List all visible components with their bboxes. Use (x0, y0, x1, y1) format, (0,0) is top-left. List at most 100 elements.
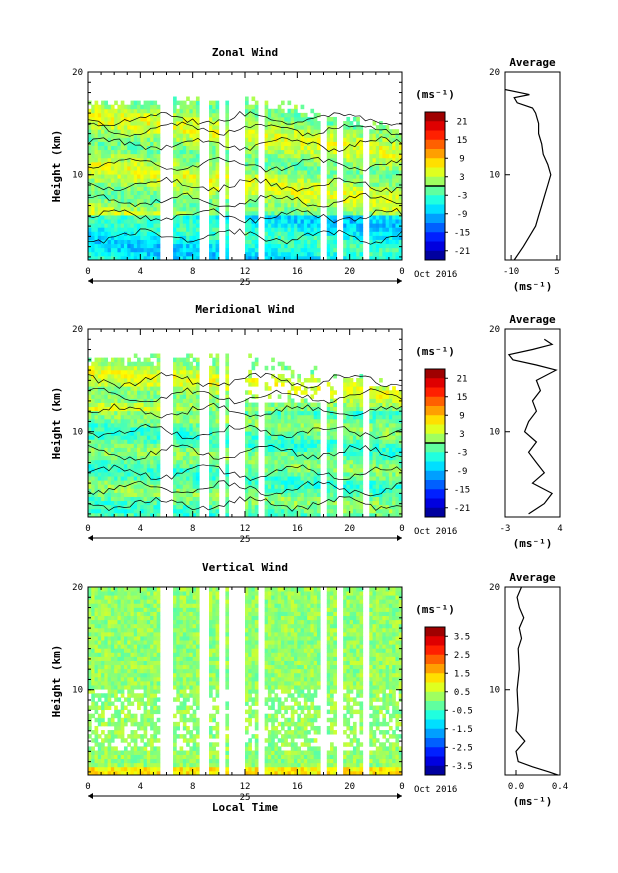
heatmap-cell (245, 435, 249, 440)
heatmap-cell (356, 133, 360, 138)
heatmap-cell (88, 406, 92, 412)
heatmap-cell (192, 467, 197, 473)
heatmap-cell (297, 121, 301, 126)
heatmap-cell (392, 145, 396, 151)
heatmap-cell (101, 210, 105, 216)
heatmap-cell (189, 365, 194, 371)
heatmap-cell (127, 382, 131, 387)
heatmap-cell (110, 251, 115, 257)
heatmap-cell (91, 129, 95, 134)
heatmap-cell (127, 418, 131, 424)
heatmap-cell (395, 129, 400, 134)
heatmap-cell (104, 215, 109, 220)
heatmap-cell (333, 459, 337, 465)
heatmap-cell (97, 451, 102, 457)
heatmap-cell (88, 178, 92, 183)
heatmap-cell (117, 215, 122, 220)
heatmap-cell (179, 100, 184, 106)
heatmap-cell (346, 255, 351, 261)
heatmap-cell (97, 251, 102, 257)
heatmap-cell (137, 373, 141, 379)
heatmap-cell (333, 418, 337, 424)
heatmap-cell (280, 235, 285, 240)
heatmap-cell (192, 137, 197, 142)
heatmap-cell (156, 365, 161, 371)
heatmap-cell (182, 186, 187, 191)
heatmap-cell (140, 178, 144, 183)
heatmap-cell (333, 210, 337, 216)
heatmap-cell (245, 235, 249, 240)
heatmap-cell (385, 145, 390, 151)
heatmap-cell (297, 480, 301, 485)
heatmap-cell (392, 255, 396, 261)
heatmap-cell (280, 202, 285, 208)
heatmap-cell (94, 414, 99, 420)
heatmap-cell (176, 443, 180, 448)
heatmap-cell (101, 373, 105, 379)
heatmap-cell (287, 402, 292, 408)
heatmap-cell (330, 239, 334, 245)
heatmap-cell (313, 227, 318, 232)
heatmap-cell (330, 500, 334, 506)
heatmap-cell (120, 161, 125, 167)
heatmap-cell (303, 406, 308, 412)
heatmap-cell (245, 206, 249, 212)
heatmap-cell (186, 251, 190, 257)
heatmap-cell (209, 373, 213, 379)
heatmap-cell (297, 472, 301, 477)
heatmap-cell (143, 206, 148, 212)
heatmap-cell (316, 223, 321, 228)
heatmap-cell (209, 194, 213, 200)
heatmap-cell (264, 137, 269, 142)
heatmap-cell (137, 451, 141, 457)
heatmap-cell (369, 198, 373, 204)
heatmap-cell (140, 206, 144, 212)
heatmap-cell (120, 365, 125, 371)
heatmap-cell (280, 133, 285, 138)
heatmap-cell (280, 247, 285, 253)
heatmap-cell (110, 476, 115, 481)
heatmap-cell (313, 459, 318, 465)
heatmap-cell (343, 472, 347, 477)
heatmap-cell (110, 451, 115, 457)
heatmap-cell (284, 500, 288, 506)
heatmap-cell (143, 410, 148, 416)
heatmap-cell (287, 463, 292, 469)
heatmap-cell (294, 463, 298, 469)
heatmap-cell (369, 137, 373, 142)
heatmap-cell (369, 255, 373, 261)
heatmap-cell (153, 467, 158, 473)
heatmap-cell (316, 451, 321, 457)
heatmap-cell (127, 508, 131, 514)
heatmap-cell (316, 133, 321, 138)
heatmap-cell (392, 243, 396, 249)
heatmap-cell (254, 108, 259, 114)
heatmap-cell (267, 243, 272, 249)
heatmap-cell (369, 223, 373, 228)
heatmap-cell (212, 227, 216, 232)
heatmap-cell (123, 365, 128, 371)
heatmap-cell (107, 410, 112, 416)
heatmap-cell (245, 198, 249, 204)
heatmap-cell (156, 170, 161, 175)
heatmap-cell (94, 365, 99, 371)
heatmap-cell (326, 186, 331, 191)
heatmap-cell (284, 178, 288, 183)
heatmap-cell (290, 406, 295, 412)
heatmap-cell (264, 443, 269, 448)
heatmap-cell (182, 447, 187, 453)
heatmap-cell (127, 365, 131, 371)
heatmap-cell (310, 439, 315, 444)
heatmap-cell (215, 476, 220, 481)
heatmap-cell (130, 402, 135, 408)
heatmap-cell (88, 206, 92, 212)
heatmap-cell (156, 488, 161, 493)
heatmap-cell (251, 145, 256, 151)
heatmap-cell (173, 100, 177, 106)
heatmap-cell (352, 149, 357, 155)
heatmap-cell (280, 231, 285, 236)
heatmap-cell (123, 451, 128, 457)
heatmap-cell (176, 121, 180, 126)
heatmap-cell (133, 100, 138, 106)
heatmap-cell (385, 198, 390, 204)
